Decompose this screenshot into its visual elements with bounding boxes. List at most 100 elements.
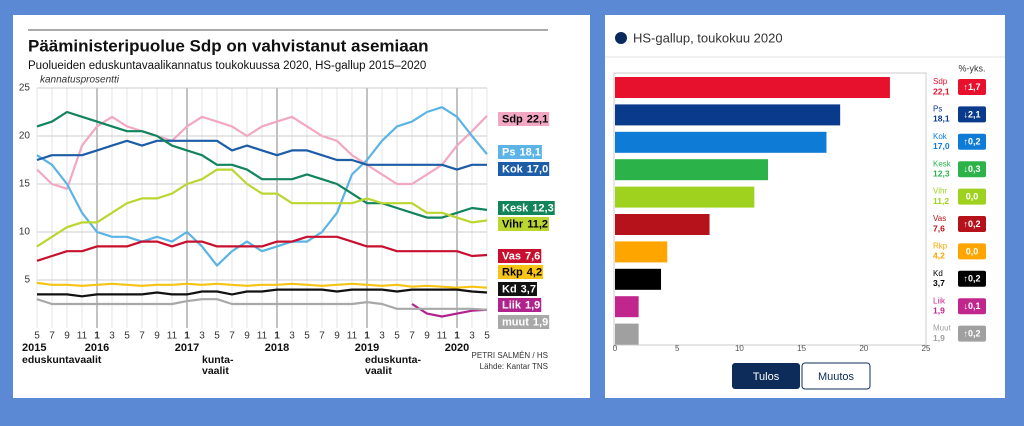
category-label: Liik	[933, 296, 946, 305]
end-label-box	[498, 112, 550, 126]
y-tick-label: 5	[24, 275, 30, 286]
x-tick-label: 3	[379, 331, 385, 342]
end-label: Kok 17,0	[502, 163, 548, 175]
year-label: 2020	[445, 342, 469, 354]
change-badge	[958, 298, 986, 315]
bar	[615, 241, 668, 263]
series-line	[36, 115, 488, 190]
value-label: 7,6	[933, 223, 945, 233]
change-label: ↓0,1	[963, 301, 980, 311]
change-label: 0,0	[966, 246, 979, 256]
tab-button-label[interactable]: Muutos	[818, 371, 855, 383]
event-label: vaalit	[365, 365, 392, 377]
x-tick-label: 7	[319, 331, 325, 342]
bar	[615, 77, 890, 98]
value-label: 3,7	[933, 278, 945, 288]
end-label-box	[498, 315, 550, 329]
change-badge	[958, 133, 986, 150]
series-line	[36, 281, 488, 289]
legend-name: muut	[502, 316, 529, 328]
logo-icon	[615, 32, 627, 44]
x-tick-label: 7	[49, 331, 55, 342]
x-tick-label: 11	[167, 331, 178, 342]
change-badge	[958, 216, 986, 232]
year-label: 2018	[265, 342, 289, 354]
legend-name: Rkp	[502, 266, 523, 278]
x-tick-label: 1	[94, 331, 100, 342]
end-value-label: 11,2	[527, 218, 548, 230]
category-label: Ps	[933, 105, 942, 114]
change-badge	[958, 243, 986, 260]
value-label: 1,9	[933, 333, 945, 343]
value-label: 18,1	[933, 114, 950, 124]
value-label: 4,2	[933, 251, 945, 261]
tab-button[interactable]	[801, 362, 871, 390]
legend-name: Kesk	[502, 202, 529, 214]
year-label: 2017	[175, 342, 199, 354]
end-label: Kesk 12,3	[502, 202, 554, 214]
x-tick-label: 10	[735, 344, 744, 353]
event-label: eduskunta-	[365, 354, 422, 366]
y-tick-label: 10	[19, 227, 31, 238]
change-label: ↑0,2	[963, 274, 980, 284]
end-label-box	[498, 145, 542, 159]
x-tick-label: 7	[409, 331, 415, 342]
end-label-box	[498, 249, 542, 263]
x-tick-label: 9	[154, 331, 160, 342]
category-label: Kok	[933, 132, 948, 141]
x-tick-label: 11	[257, 331, 268, 342]
year-label: 2016	[85, 342, 109, 354]
legend-name: Sdp	[502, 113, 523, 125]
end-label-box	[498, 217, 550, 231]
y-tick-label: 15	[19, 179, 31, 190]
series-line	[411, 303, 488, 318]
x-tick-label: 5	[484, 331, 490, 342]
series-line	[36, 298, 488, 311]
y-tick-label: 25	[19, 83, 31, 94]
x-tick-label: 1	[184, 331, 190, 342]
x-tick-label: 5	[304, 331, 310, 342]
value-label: 22,1	[933, 86, 950, 96]
bar	[615, 268, 662, 290]
x-tick-label: 3	[289, 331, 295, 342]
legend-name: Vihr	[502, 218, 524, 230]
legend-name: Vas	[502, 250, 521, 262]
bar	[615, 296, 639, 318]
change-badge	[958, 325, 986, 342]
end-label-box	[498, 298, 542, 312]
x-tick-label: 7	[229, 331, 235, 342]
legend-name: Kok	[502, 163, 524, 175]
x-tick-label: 5	[394, 331, 400, 342]
change-header: %-yks.	[959, 63, 986, 73]
x-tick-label: 25	[922, 344, 931, 353]
end-value-label: 22,1	[527, 113, 548, 125]
x-tick-label: 11	[77, 331, 88, 342]
bar	[615, 214, 710, 235]
change-label: ↑0,2	[963, 219, 980, 229]
end-label-box	[498, 265, 544, 279]
end-label: Rkp 4,2	[502, 266, 542, 278]
tab-button-label[interactable]: Tulos	[753, 371, 780, 383]
category-label: Muut	[933, 324, 952, 333]
category-label: Kesk	[933, 159, 952, 168]
y-tick-label: 20	[19, 131, 31, 142]
x-tick-label: 11	[347, 331, 358, 342]
legend-name: Kd	[502, 283, 517, 295]
category-label: Vihr	[933, 187, 947, 196]
tab-button-active[interactable]	[732, 363, 800, 389]
change-label: ↑0,2	[963, 328, 980, 338]
end-label-box	[498, 162, 550, 176]
value-label: 12,3	[933, 168, 950, 178]
chart-subtitle: Puolueiden eduskuntavaalikannatus toukok…	[28, 60, 426, 72]
year-label: 2019	[355, 342, 379, 354]
series-line	[37, 288, 488, 298]
change-badge	[958, 79, 986, 95]
x-tick-label: 11	[437, 331, 448, 342]
series-line	[36, 110, 488, 219]
change-badge	[958, 188, 986, 205]
x-tick-label: 5	[214, 331, 220, 342]
x-tick-label: 9	[64, 331, 70, 342]
change-label: ↑1,7	[963, 82, 980, 92]
end-value-label: 7,6	[525, 250, 540, 262]
